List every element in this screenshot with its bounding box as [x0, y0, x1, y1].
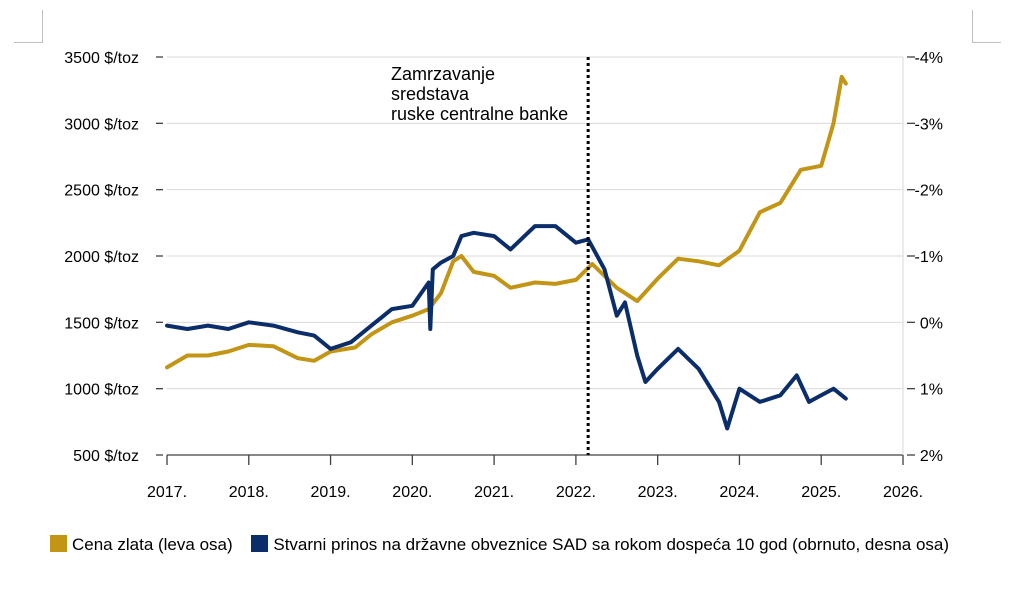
left-axis-tick-label: 1500 $/toz — [64, 315, 139, 332]
x-axis-tick-label: 2021. — [474, 484, 514, 501]
right-axis-tick-label: -2% — [915, 183, 943, 200]
gridlines — [167, 56, 903, 390]
x-axis-tick-label: 2022. — [556, 484, 596, 501]
legend: Cena zlata (leva osa) Stvarni prinos na … — [50, 533, 970, 556]
right-axis-tick-label: 1% — [920, 382, 943, 399]
axes: 500 $/toz 1000 $/toz 1500 $/toz 2000 $/toz 2… — [64, 50, 943, 501]
x-axis-tick-label: 2023. — [638, 484, 678, 501]
legend-item-real-yield: Stvarni prinos na državne obveznice SAD … — [251, 535, 949, 554]
series-line-gold-price — [165, 74, 848, 370]
annotation-text-line: Zamrzavanje — [391, 64, 495, 84]
dual-axis-line-chart: 500 $/toz 1000 $/toz 1500 $/toz 2000 $/toz 2… — [64, 50, 943, 501]
right-axis-tick-label: 2% — [920, 448, 943, 465]
legend-label-real-yield: Stvarni prinos na državne obveznice SAD … — [273, 535, 950, 554]
right-axis-tick-label: -4% — [915, 50, 943, 67]
legend-item-gold: Cena zlata (leva osa) — [50, 535, 233, 554]
x-axis-tick-label: 2018. — [229, 484, 269, 501]
x-axis-tick-label: 2017. — [147, 484, 187, 501]
page-corner-mark-right — [972, 10, 1001, 43]
x-axis-tick-label: 2025. — [801, 484, 841, 501]
x-axis-tick-label: 2026. — [883, 484, 923, 501]
annotation-text-line: ruske centralne banke — [391, 104, 568, 124]
page-corner-mark-left — [14, 10, 43, 43]
series-line-real-yield — [165, 224, 848, 431]
legend-swatch-gold — [50, 535, 67, 552]
left-axis-tick-label: 2500 $/toz — [64, 183, 139, 200]
annotation-text-line: sredstava — [391, 84, 470, 104]
right-axis-tick-label: -1% — [915, 249, 943, 266]
right-axis-tick-label: -3% — [915, 116, 943, 133]
left-axis-tick-label: 2000 $/toz — [64, 249, 139, 266]
series-lines — [165, 74, 848, 431]
x-axis-tick-label: 2020. — [392, 484, 432, 501]
left-axis-tick-label: 3000 $/toz — [64, 116, 139, 133]
x-axis-tick-label: 2019. — [311, 484, 351, 501]
x-axis-tick-label: 2024. — [719, 484, 759, 501]
right-axis-tick-label: 0% — [920, 315, 943, 332]
legend-label-gold: Cena zlata (leva osa) — [72, 535, 233, 554]
left-axis-tick-label: 1000 $/toz — [64, 382, 139, 399]
left-axis-tick-label: 500 $/toz — [73, 448, 139, 465]
left-axis-tick-label: 3500 $/toz — [64, 50, 139, 67]
legend-swatch-real-yield — [251, 535, 269, 552]
